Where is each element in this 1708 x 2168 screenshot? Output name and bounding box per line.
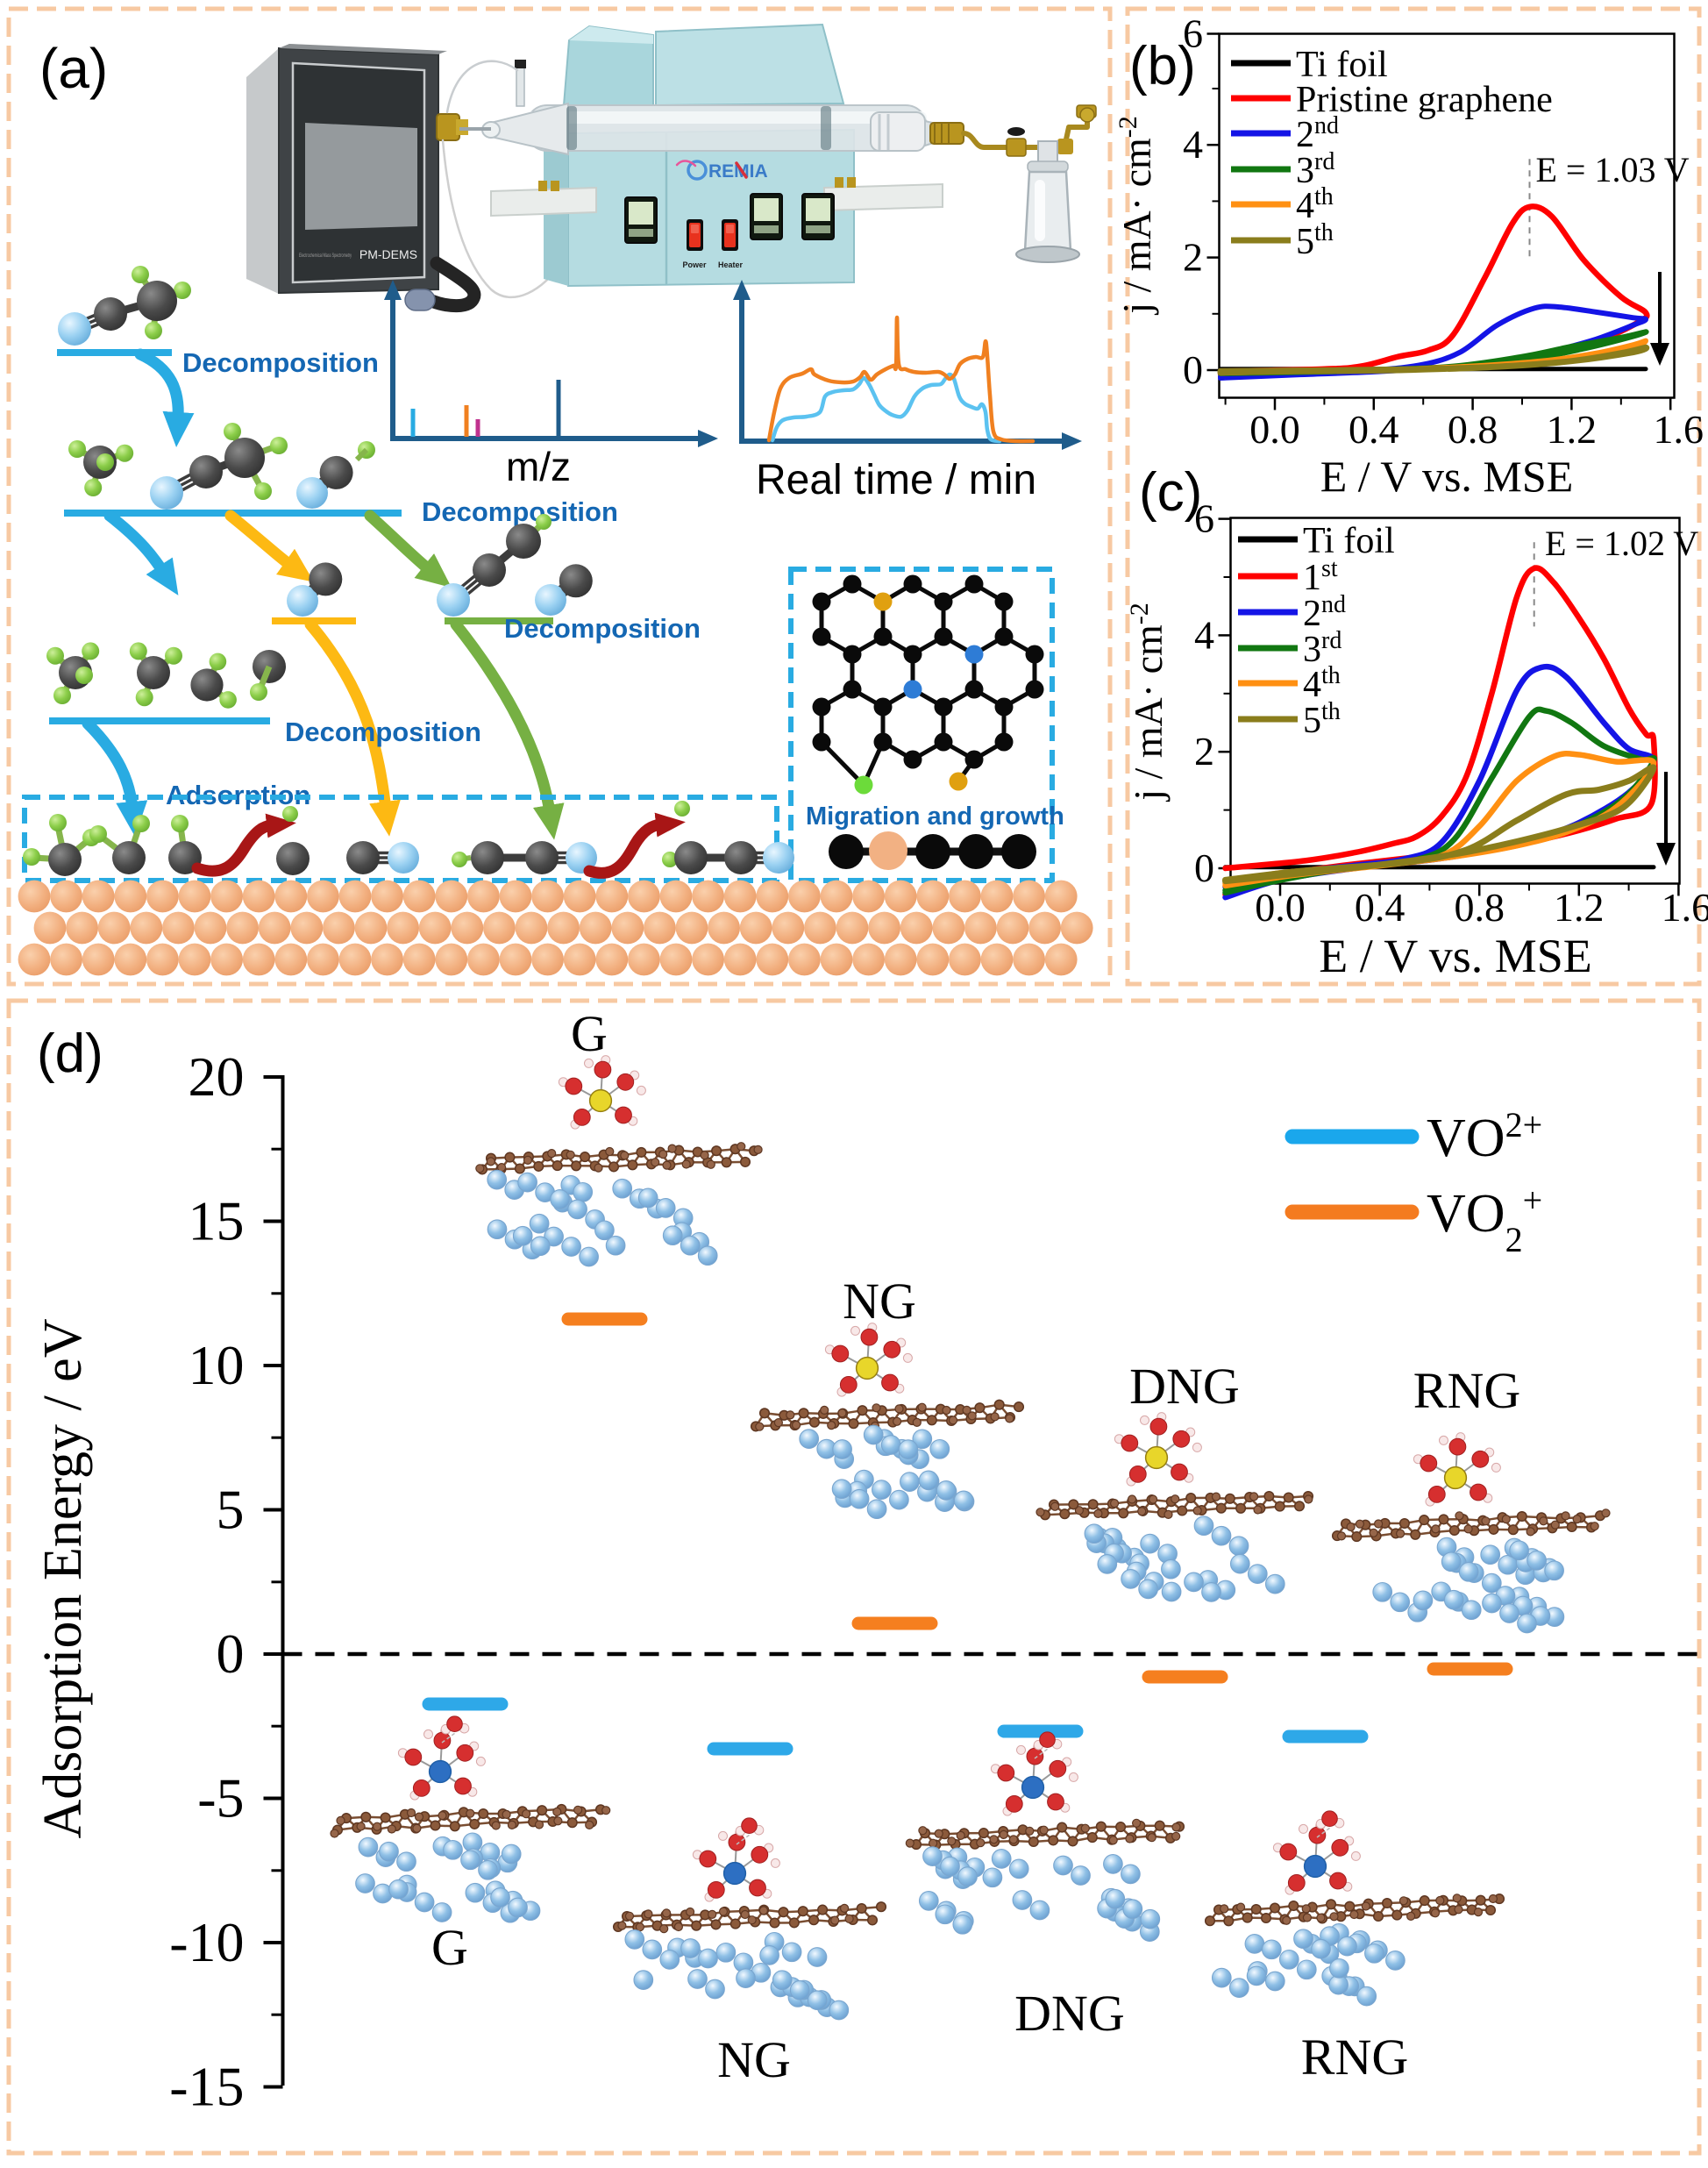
- svg-text:VO2+: VO2+: [1427, 1105, 1542, 1169]
- svg-text:G: G: [431, 1919, 468, 1976]
- svg-text:2: 2: [1183, 235, 1203, 280]
- svg-text:1.6: 1.6: [1662, 885, 1708, 930]
- svg-text:NG: NG: [717, 2031, 791, 2088]
- svg-text:m/z: m/z: [506, 444, 571, 489]
- svg-text:10: 10: [189, 1334, 245, 1396]
- svg-text:(a): (a): [39, 37, 108, 100]
- svg-text:4: 4: [1194, 612, 1214, 657]
- svg-text:1.6: 1.6: [1653, 407, 1704, 452]
- svg-text:5th: 5th: [1296, 219, 1334, 263]
- svg-text:Electrochemical Mass Spectrome: Electrochemical Mass Spectrometry: [299, 253, 352, 259]
- svg-text:6: 6: [1194, 496, 1214, 541]
- svg-text:1.2: 1.2: [1547, 407, 1598, 452]
- svg-text:0.4: 0.4: [1349, 407, 1399, 452]
- svg-text:5th: 5th: [1303, 698, 1341, 742]
- svg-text:Decomposition: Decomposition: [182, 347, 379, 378]
- svg-text:0: 0: [1194, 845, 1214, 890]
- svg-text:Decomposition: Decomposition: [285, 717, 481, 747]
- svg-text:Ti foil: Ti foil: [1303, 521, 1395, 561]
- svg-text:Real time / min: Real time / min: [756, 457, 1036, 503]
- svg-text:VO2+: VO2+: [1427, 1180, 1542, 1259]
- svg-text:-15: -15: [169, 2056, 244, 2118]
- svg-text:Power: Power: [682, 260, 707, 269]
- svg-text:(d): (d): [37, 1023, 103, 1084]
- svg-text:6: 6: [1183, 11, 1203, 56]
- svg-text:Pristine graphene: Pristine graphene: [1296, 80, 1553, 120]
- svg-text:E = 1.03 V: E = 1.03 V: [1536, 150, 1690, 189]
- svg-text:RNG: RNG: [1413, 1362, 1520, 1419]
- svg-text:j / mA· cm-2: j / mA· cm-2: [1114, 116, 1160, 316]
- svg-text:E = 1.02 V: E = 1.02 V: [1545, 524, 1698, 563]
- svg-text:-10: -10: [169, 1911, 244, 1973]
- svg-text:Heater: Heater: [718, 260, 744, 269]
- svg-text:0.0: 0.0: [1249, 407, 1300, 452]
- svg-text:DNG: DNG: [1129, 1358, 1240, 1415]
- svg-text:E / V vs. MSE: E / V vs. MSE: [1320, 452, 1574, 501]
- svg-text:j / mA· cm-2: j / mA· cm-2: [1125, 603, 1171, 802]
- svg-text:Adsorption: Adsorption: [166, 780, 310, 810]
- svg-text:Decomposition: Decomposition: [504, 613, 701, 644]
- svg-text:20: 20: [189, 1045, 245, 1108]
- svg-text:0: 0: [217, 1622, 245, 1685]
- svg-text:4: 4: [1183, 122, 1203, 167]
- svg-text:(c): (c): [1139, 462, 1202, 523]
- svg-text:-5: -5: [197, 1767, 244, 1829]
- svg-text:1.2: 1.2: [1554, 885, 1605, 930]
- svg-text:NG: NG: [843, 1273, 916, 1330]
- svg-text:2: 2: [1194, 729, 1214, 774]
- svg-text:E / V vs. MSE: E / V vs. MSE: [1319, 930, 1592, 982]
- svg-text:Adsorption Energy / eV: Adsorption Energy / eV: [33, 1318, 93, 1838]
- svg-text:0.8: 0.8: [1448, 407, 1498, 452]
- svg-text:REMIA: REMIA: [708, 161, 768, 182]
- svg-text:0: 0: [1183, 347, 1203, 392]
- svg-text:DNG: DNG: [1014, 1985, 1125, 2042]
- svg-text:RNG: RNG: [1301, 2029, 1408, 2086]
- svg-text:0.4: 0.4: [1355, 885, 1406, 930]
- svg-text:Decomposition: Decomposition: [422, 496, 618, 527]
- svg-text:0.0: 0.0: [1255, 885, 1306, 930]
- svg-text:Migration and growth: Migration and growth: [806, 802, 1064, 831]
- svg-text:PM-DEMS: PM-DEMS: [359, 247, 417, 261]
- svg-text:5: 5: [217, 1479, 245, 1541]
- svg-text:G: G: [571, 1005, 608, 1062]
- svg-text:Ti foil: Ti foil: [1296, 45, 1388, 85]
- svg-text:0.8: 0.8: [1454, 885, 1505, 930]
- svg-text:(b): (b): [1129, 36, 1196, 96]
- svg-text:15: 15: [189, 1190, 245, 1252]
